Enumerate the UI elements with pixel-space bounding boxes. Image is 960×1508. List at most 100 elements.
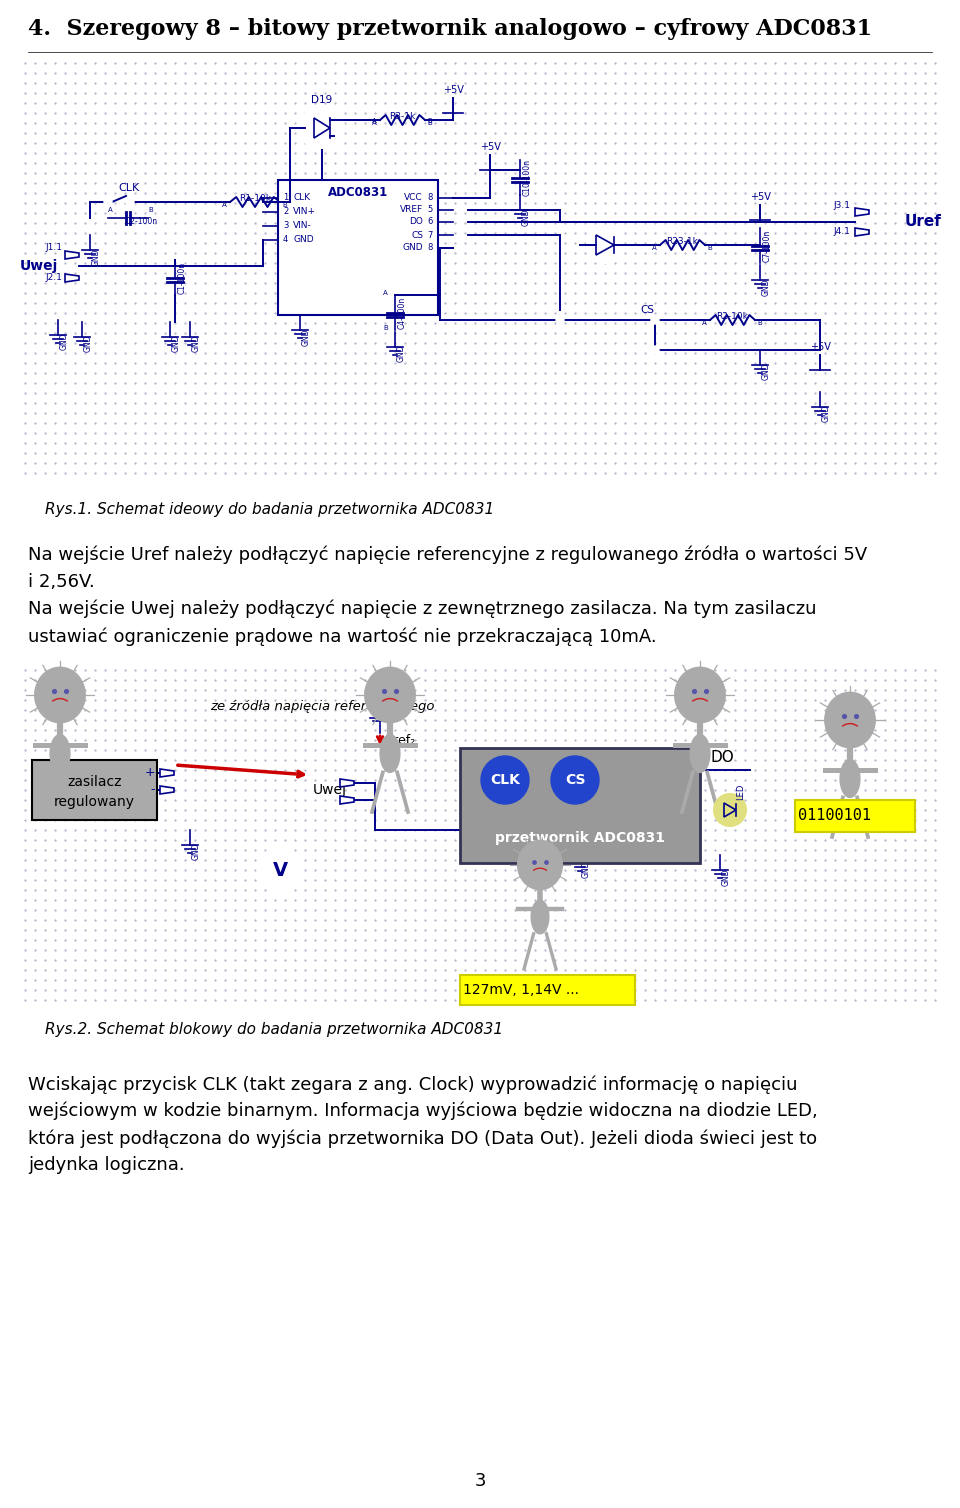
Text: A: A [652,244,657,250]
Text: C7-100n: C7-100n [763,229,772,262]
Text: CLK: CLK [293,193,310,202]
Text: R1-10k: R1-10k [239,195,271,204]
Text: Rys.2. Schemat blokowy do badania przetwornika ADC0831: Rys.2. Schemat blokowy do badania przetw… [45,1022,503,1038]
Text: 2: 2 [283,208,288,217]
Text: LED: LED [736,784,745,801]
Text: CS: CS [564,774,586,787]
Text: przetwornik ADC0831: przetwornik ADC0831 [495,831,665,844]
Text: 6: 6 [427,217,433,226]
Text: A: A [383,290,388,296]
Text: C4-100n: C4-100n [398,297,407,329]
Text: 3: 3 [474,1472,486,1490]
Text: B: B [707,244,711,250]
Text: CLK: CLK [490,774,520,787]
Ellipse shape [365,667,415,722]
Ellipse shape [840,760,860,798]
Text: VIN-: VIN- [293,222,312,231]
Polygon shape [340,780,354,787]
Circle shape [300,106,344,149]
Polygon shape [855,228,869,235]
Text: DO: DO [409,217,423,226]
Text: C2-100n: C2-100n [126,217,158,226]
Text: GND: GND [522,208,531,226]
Text: GND: GND [192,335,201,353]
Text: 5: 5 [428,205,433,214]
Text: VREF: VREF [400,205,423,214]
Circle shape [556,317,564,324]
Bar [32,760,157,820]
Text: regulowany: regulowany [54,795,135,808]
Ellipse shape [531,900,549,933]
Text: Uref₂: Uref₂ [385,733,417,746]
Text: GND: GND [282,861,291,879]
Circle shape [587,228,623,262]
Text: B: B [383,326,388,330]
Text: +5V: +5V [750,192,771,202]
Text: CS: CS [411,231,423,240]
Bar [460,976,635,1004]
Text: VCC: VCC [404,193,423,202]
Text: A: A [702,320,707,326]
Polygon shape [65,274,79,282]
Text: Uwej: Uwej [313,783,347,798]
Text: Na wejście Uref należy podłączyć napięcie referencyjne z regulowanego źródła o w: Na wejście Uref należy podłączyć napięci… [28,544,867,564]
Text: 7: 7 [427,231,433,240]
Text: DO: DO [710,751,733,766]
Circle shape [104,198,112,207]
Circle shape [481,756,529,804]
Text: R2-10k: R2-10k [716,312,749,321]
Bar [278,179,438,315]
Text: V: V [273,861,288,879]
Bar [795,801,915,832]
Ellipse shape [35,667,85,722]
Ellipse shape [690,734,709,772]
Text: +5V: +5V [480,142,500,152]
Text: GND: GND [84,335,93,353]
Text: B: B [282,202,287,208]
Text: GND: GND [762,277,771,296]
Text: GND: GND [172,335,181,353]
Text: A: A [222,202,227,208]
Text: GND: GND [822,406,831,422]
Text: GND: GND [397,345,406,362]
Text: 8: 8 [427,193,433,202]
Ellipse shape [675,667,725,722]
Text: J2.1: J2.1 [45,273,62,282]
Text: B: B [427,121,432,127]
Text: R23-1k: R23-1k [666,237,699,246]
Text: -: - [151,784,155,796]
Text: GND: GND [192,843,201,861]
Text: GND: GND [402,243,423,252]
Text: 4: 4 [283,235,288,244]
Text: i 2,56V.: i 2,56V. [28,573,95,591]
Ellipse shape [380,734,400,772]
Text: B: B [427,118,432,124]
Circle shape [258,847,302,893]
Text: 1: 1 [283,193,288,202]
Text: ustawiać ograniczenie prądowe na wartość nie przekraczającą 10mA.: ustawiać ograniczenie prądowe na wartość… [28,627,657,647]
Text: która jest podłączona do wyjścia przetwornika DO (Data Out). Jeżeli dioda świeci: która jest podłączona do wyjścia przetwo… [28,1129,817,1148]
Polygon shape [855,208,869,216]
Text: Na wejście Uwej należy podłączyć napięcie z zewnętrznego zasilacza. Na tym zasil: Na wejście Uwej należy podłączyć napięci… [28,600,817,618]
Circle shape [651,317,659,324]
Text: 3: 3 [283,222,288,231]
Polygon shape [65,250,79,259]
Text: wejściowym w kodzie binarnym. Informacja wyjściowa będzie widoczna na diodzie LE: wejściowym w kodzie binarnym. Informacja… [28,1102,818,1120]
Circle shape [714,795,746,826]
Text: GND: GND [582,861,591,879]
Text: +: + [144,766,155,780]
Text: 127mV, 1,14V ...: 127mV, 1,14V ... [463,983,579,997]
Text: B: B [148,207,153,213]
Text: A: A [372,121,376,127]
Ellipse shape [517,840,563,890]
Text: D19: D19 [311,95,332,106]
Polygon shape [340,796,354,804]
Text: GND: GND [302,329,311,345]
Circle shape [126,198,134,207]
Text: VIN+: VIN+ [293,208,316,217]
Bar [460,748,700,863]
Text: GND: GND [722,869,731,885]
Text: 4.  Szeregowy 8 – bitowy przetwornik analogowo – cyfrowy ADC0831: 4. Szeregowy 8 – bitowy przetwornik anal… [28,18,872,41]
Text: GND: GND [92,247,101,265]
Text: Uwej: Uwej [20,259,59,273]
